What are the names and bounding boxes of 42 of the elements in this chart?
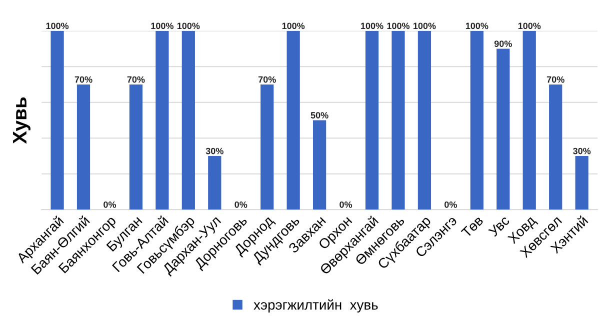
bar bbox=[182, 30, 195, 210]
data-label: 70% bbox=[546, 76, 564, 83]
data-label: 30% bbox=[572, 148, 591, 154]
y-axis-title: Хувь bbox=[13, 97, 30, 144]
x-tick-label: Увс bbox=[488, 215, 510, 238]
data-label: 100% bbox=[361, 22, 384, 30]
bar bbox=[549, 84, 562, 210]
bar bbox=[418, 30, 432, 210]
data-label: 50% bbox=[310, 112, 328, 118]
data-label: 100% bbox=[177, 22, 200, 30]
data-label: 90% bbox=[494, 40, 512, 47]
data-label: 30% bbox=[206, 148, 224, 154]
data-label: 100% bbox=[282, 22, 305, 30]
data-label: 100% bbox=[413, 22, 436, 30]
bar bbox=[496, 48, 510, 210]
bar bbox=[260, 84, 274, 210]
data-label: 0% bbox=[444, 201, 457, 208]
data-label: 0% bbox=[104, 201, 116, 208]
legend-label: хэрэгжилтийн хувь bbox=[254, 299, 378, 312]
data-label: 100% bbox=[151, 22, 174, 30]
bar bbox=[575, 156, 588, 210]
bar bbox=[522, 30, 536, 210]
data-label: 100% bbox=[466, 22, 488, 30]
bar bbox=[76, 84, 90, 210]
bar bbox=[312, 120, 326, 210]
data-label: 100% bbox=[46, 22, 69, 30]
bar bbox=[286, 30, 300, 210]
bar bbox=[156, 30, 169, 210]
data-label: 70% bbox=[74, 76, 92, 83]
data-label: 100% bbox=[387, 22, 410, 30]
bar bbox=[50, 30, 64, 210]
data-label: 0% bbox=[234, 201, 248, 208]
data-label: 100% bbox=[518, 22, 541, 30]
data-label: 70% bbox=[258, 76, 276, 83]
data-label: 0% bbox=[340, 201, 352, 208]
data-label: 70% bbox=[127, 76, 145, 83]
bar bbox=[392, 30, 405, 210]
bar bbox=[470, 30, 484, 210]
bar bbox=[208, 156, 222, 210]
bar bbox=[365, 30, 379, 210]
bar bbox=[129, 84, 143, 210]
x-tick-label: Төв bbox=[460, 215, 484, 238]
